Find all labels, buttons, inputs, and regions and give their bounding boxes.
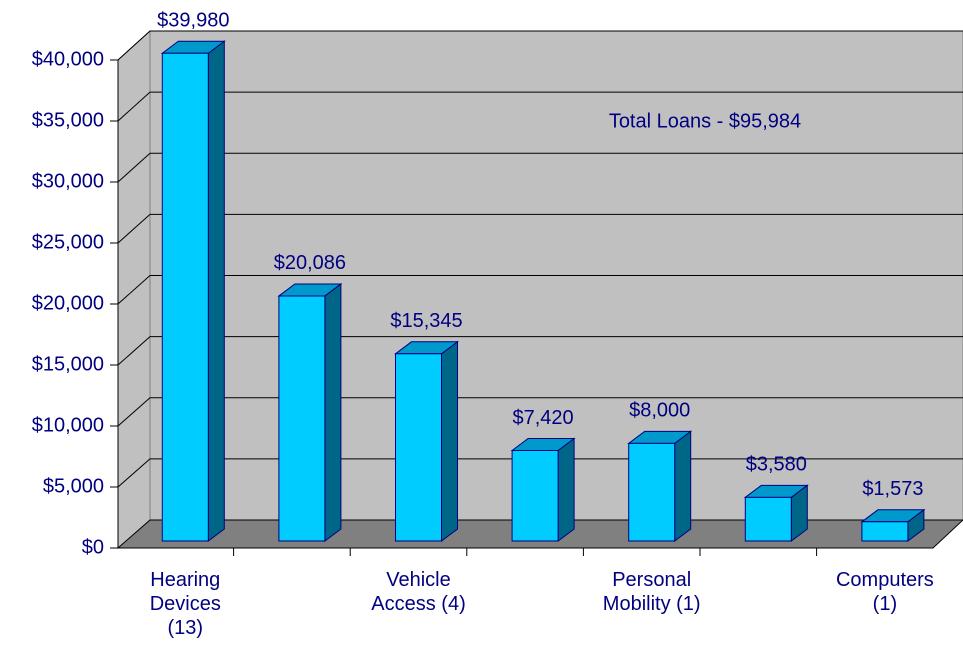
- grid-line: [117, 397, 963, 427]
- value-label: $8,000: [629, 400, 690, 422]
- value-label: $39,980: [157, 10, 229, 32]
- grid-line: [117, 458, 963, 488]
- bar: [277, 282, 343, 542]
- value-label: $1,573: [862, 478, 923, 500]
- y-tick-label: $0: [82, 536, 104, 558]
- annotation: Total Loans - $95,984: [609, 110, 801, 132]
- y-tick-label: $5,000: [43, 475, 104, 497]
- bar-side: [557, 437, 575, 542]
- x-tick-label: Computers (1): [835, 569, 934, 615]
- grid-line: [117, 275, 963, 305]
- grid-line: [117, 91, 963, 122]
- value-label: $15,345: [390, 310, 462, 332]
- bar-front: [161, 52, 209, 542]
- grid-line: [117, 336, 963, 366]
- y-tick-label: $30,000: [32, 170, 104, 192]
- x-tick-label: Hearing Devices (13): [149, 569, 221, 639]
- bar-side: [674, 430, 692, 542]
- bar: [160, 40, 226, 542]
- value-label: $20,086: [274, 252, 346, 274]
- bar-front: [395, 353, 442, 542]
- bar-side: [441, 340, 458, 542]
- bar-front: [628, 442, 676, 542]
- grid-line: [117, 213, 963, 244]
- bar-front: [278, 295, 326, 542]
- x-tick-label: Vehicle Access (4): [371, 569, 466, 615]
- y-tick-label: $10,000: [32, 414, 104, 436]
- grid-line: [117, 30, 963, 61]
- value-label: $7,420: [513, 407, 574, 429]
- value-label: $3,580: [746, 454, 807, 476]
- y-tick-label: $35,000: [32, 109, 104, 131]
- bar: [860, 508, 926, 542]
- y-tick-label: $15,000: [32, 353, 104, 375]
- bar-side: [324, 282, 342, 542]
- y-tick-label: $40,000: [32, 48, 104, 70]
- bar: [743, 484, 809, 542]
- bar: [510, 437, 576, 542]
- bar-front: [861, 521, 909, 542]
- grid-line: [117, 152, 963, 183]
- bar: [627, 430, 693, 542]
- bar: [394, 340, 459, 542]
- x-tick-label: Personal Mobility (1): [602, 569, 701, 615]
- y-tick-label: $25,000: [32, 231, 104, 253]
- y-tick-label: $20,000: [32, 292, 104, 314]
- bar-front: [511, 449, 559, 542]
- bar-side: [207, 40, 225, 542]
- bar-front: [744, 496, 792, 542]
